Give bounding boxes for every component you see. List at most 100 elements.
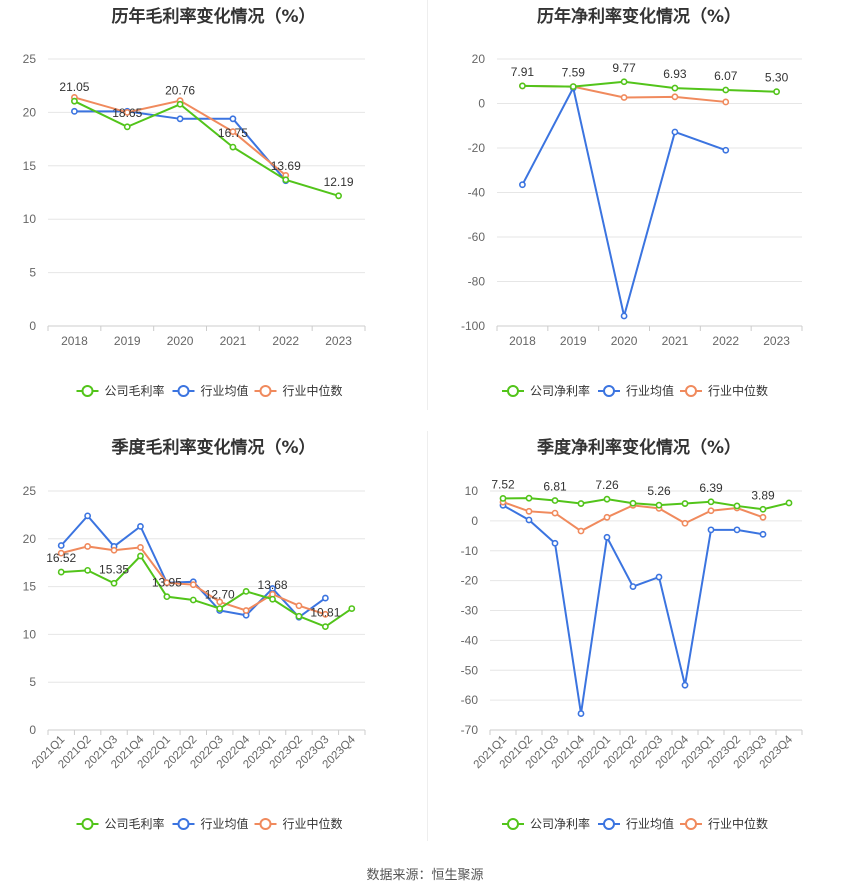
- y-tick-label: 0: [29, 723, 36, 737]
- data-point: [525, 516, 533, 524]
- data-point: [216, 605, 224, 612]
- data-point: [525, 507, 533, 515]
- data-point: [551, 509, 559, 517]
- y-tick-label: -70: [461, 723, 479, 737]
- data-label: 6.93: [663, 67, 687, 81]
- legend-label: 行业中位数: [708, 816, 768, 831]
- y-tick-label: 5: [29, 675, 36, 689]
- data-point: [137, 522, 144, 530]
- data-point: [519, 181, 526, 189]
- data-point: [733, 502, 741, 510]
- y-tick-label: -60: [468, 230, 486, 244]
- data-point: [551, 497, 559, 504]
- data-point: [525, 494, 533, 502]
- y-tick-label: -100: [461, 319, 485, 333]
- data-point: [603, 495, 611, 503]
- x-tick-label: 2022: [712, 334, 739, 348]
- data-source-note: 数据来源：恒生聚源: [366, 868, 484, 883]
- data-point: [707, 526, 715, 534]
- x-tick-label: 2023: [763, 334, 790, 348]
- data-point: [655, 501, 663, 509]
- data-point: [84, 566, 92, 574]
- legend-label: 公司净利率: [530, 816, 590, 831]
- legend-label: 公司毛利率: [105, 816, 165, 831]
- data-point: [577, 710, 585, 717]
- chart-title: 季度净利率变化情况（%）: [536, 438, 742, 458]
- x-tick-label: 2022: [272, 334, 299, 348]
- legend-label: 行业中位数: [283, 816, 343, 831]
- y-tick-label: 0: [29, 319, 36, 333]
- chart-plot: 05101520252021Q12021Q22021Q32021Q42022Q1…: [23, 484, 366, 831]
- y-tick-label: 10: [465, 484, 479, 498]
- data-point: [295, 602, 303, 610]
- series-line: [522, 80, 777, 93]
- data-point: [71, 97, 78, 105]
- x-tick-label: 2021: [662, 334, 689, 348]
- y-tick-label: 0: [478, 97, 485, 111]
- x-tick-label: 2021: [220, 334, 247, 348]
- data-point: [137, 552, 144, 560]
- chart-plot: -70-60-50-40-30-20-100102021Q12021Q22021…: [461, 477, 803, 831]
- data-point: [681, 681, 689, 689]
- data-point: [759, 505, 767, 513]
- data-point: [733, 526, 741, 534]
- data-label: 7.26: [595, 478, 619, 492]
- legend-marker: [507, 385, 519, 397]
- data-point: [321, 594, 329, 602]
- data-point: [348, 605, 356, 612]
- y-tick-label: -20: [468, 141, 486, 155]
- chart-panel-annual-gross: 历年毛利率变化情况（%） 0 5 10 15 20 25 2018 2019 2020 2021 2…: [0, 0, 427, 420]
- data-label: 12.70: [205, 588, 235, 602]
- chart-title: 历年毛利率变化情况（%）: [111, 7, 316, 27]
- data-point: [57, 542, 65, 549]
- data-point: [759, 513, 767, 521]
- legend-marker: [685, 818, 697, 830]
- x-tick-label: 2018: [61, 334, 88, 348]
- data-label: 16.75: [218, 126, 248, 140]
- legend-marker: [259, 818, 272, 830]
- data-label: 10.81: [310, 606, 340, 620]
- chart-title: 季度毛利率变化情况（%）: [111, 438, 316, 458]
- data-point: [110, 546, 118, 554]
- data-label: 13.68: [258, 578, 288, 592]
- legend-marker: [81, 818, 94, 830]
- data-point: [773, 88, 780, 96]
- chart-panel-quarterly-net: 季度净利率变化情况（%） -70 -60 -50 -40 -30 -20 -10 0 10 202…: [428, 431, 850, 851]
- legend-marker: [507, 818, 519, 830]
- data-point: [722, 146, 730, 154]
- data-point: [707, 507, 715, 515]
- y-tick-label: 20: [23, 532, 37, 546]
- data-label: 16.52: [46, 551, 76, 565]
- legend-label: 公司净利率: [530, 383, 590, 398]
- data-point: [176, 115, 184, 123]
- y-tick-label: 0: [471, 514, 478, 528]
- data-label: 7.91: [511, 65, 535, 79]
- legend-marker: [177, 818, 190, 830]
- y-tick-label: -10: [461, 544, 479, 558]
- legend-marker: [81, 385, 94, 397]
- legend-label: 行业中位数: [283, 383, 343, 398]
- data-label: 12.19: [324, 175, 354, 189]
- x-tick-label: 2019: [560, 334, 587, 348]
- chart-plot: -100 -80 -60 -40 -20 0 20 2018 2019 2020 2021 2022 2…: [461, 52, 803, 398]
- y-tick-label: -40: [468, 186, 486, 200]
- data-point: [785, 499, 793, 507]
- data-point: [722, 98, 730, 106]
- legend-marker: [603, 385, 615, 397]
- data-point: [759, 530, 767, 538]
- legend-label: 行业均值: [626, 816, 674, 831]
- data-label: 6.81: [543, 480, 567, 494]
- y-tick-label: -20: [461, 574, 479, 588]
- data-point: [620, 78, 628, 86]
- data-label: 5.30: [765, 71, 789, 85]
- x-tick-label: 2020: [167, 334, 194, 348]
- legend-marker: [603, 818, 615, 830]
- data-point: [499, 495, 507, 502]
- data-point: [216, 598, 224, 606]
- chart-plot: 0 5 10 15 20 25 2018 2019 2020 2021 2022 2023 21.05 1…: [23, 52, 366, 398]
- x-tick-label: 2020: [611, 334, 638, 348]
- data-point: [163, 593, 171, 601]
- data-point: [269, 595, 276, 603]
- data-label: 13.95: [152, 576, 182, 590]
- data-point: [620, 94, 628, 101]
